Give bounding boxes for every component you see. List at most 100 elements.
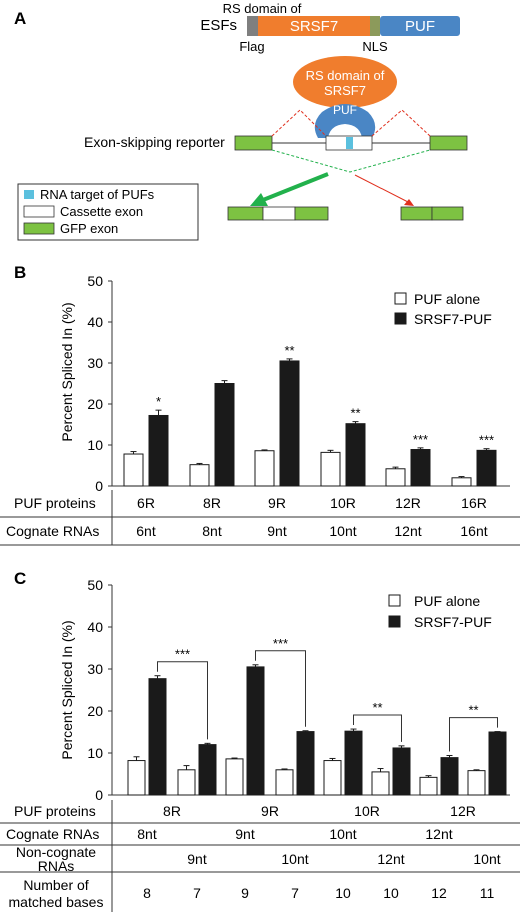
panel-b-bar-srsf7-puf-8R — [214, 383, 235, 487]
panel-c-bar-srsf7-puf-0 — [148, 678, 167, 796]
panel-c-legend-srsf7-puf: SRSF7-PUF — [414, 614, 492, 630]
panel-c-bar-puf-alone-7 — [467, 770, 486, 796]
bound-puf-shape — [314, 104, 376, 138]
panel-c-row-matched-label-1: Number of — [23, 877, 88, 893]
panel-c-table-cells: 8R 8nt 9nt 9R 9nt 10nt 10R 10nt 12nt 12R 12nt 10nt 8… — [137, 803, 500, 901]
reporter-rna-target — [346, 137, 353, 149]
panel-c-legend-puf-alone: PUF alone — [414, 593, 480, 609]
panel-c-bracket-significance-3: ** — [468, 703, 478, 718]
flag-label: Flag — [239, 39, 264, 54]
panel-c-y-tick-label-4: 40 — [87, 619, 103, 635]
panel-b-bar-puf-alone-8R — [189, 464, 210, 487]
panel-c-bar-puf-alone-3 — [275, 769, 294, 796]
panel-b-protein-6R: 6R — [137, 495, 155, 511]
legend-cassette-swatch — [23, 205, 55, 218]
reporter-gfp-exon-left — [234, 135, 273, 151]
panel-b-protein-10R: 10R — [330, 495, 356, 511]
panel-b-protein-8R: 8R — [203, 495, 221, 511]
product-included-gfp-right — [294, 206, 329, 221]
panel-c-bar-puf-alone-1 — [177, 769, 196, 796]
panel-b-bar-srsf7-puf-12R — [410, 449, 431, 487]
panel-c-bar-puf-alone-5 — [371, 771, 390, 796]
panel-c-bar-srsf7-puf-2 — [246, 666, 265, 796]
reporter-label: Exon-skipping reporter — [84, 134, 225, 150]
srsf7-label: SRSF7 — [290, 18, 338, 35]
panel-b-bar-puf-alone-10R — [320, 451, 341, 487]
panel-b-rna-10nt: 10nt — [329, 523, 356, 539]
skipping-arrowhead — [404, 199, 414, 206]
panel-c-y-tick-label-2: 20 — [87, 703, 103, 719]
esfs-label: ESFs — [200, 17, 237, 34]
panel-b-protein-12R: 12R — [395, 495, 421, 511]
panel-c-bracket-significance-0: *** — [175, 647, 190, 662]
panel-c-protein-12R: 12R — [450, 803, 476, 819]
panel-b-y-tick-label-0: 0 — [95, 478, 103, 494]
panel-c-matched-5: 10 — [383, 885, 399, 901]
panel-b-rna-8nt: 8nt — [202, 523, 222, 539]
panel-c-cognate-3: 12nt — [425, 826, 452, 842]
panel-b-y-axis-label: Percent Spliced In (%) — [59, 302, 75, 441]
panel-b-y-tick-label-4: 40 — [87, 314, 103, 330]
panel-c-matched-4: 10 — [335, 885, 351, 901]
inclusion-splice-left — [271, 109, 327, 137]
panel-c-noncognate-2: 12nt — [377, 851, 404, 867]
panel-c-brackets: ******** ** — [157, 636, 498, 752]
panel-b-bar-srsf7-puf-6R — [148, 414, 169, 487]
panel-b-table-cells: 6R 6nt 8R 8nt 9R 9nt 10R 10nt 12R 12nt 16R 16nt — [136, 495, 487, 539]
panel-c-y-tick-label-1: 10 — [87, 745, 103, 761]
panel-c-bar-puf-alone-4 — [323, 760, 342, 796]
panel-b-bars: ******** *** — [123, 343, 497, 487]
ellipse-line1: RS domain of — [306, 68, 385, 83]
panel-c-bar-srsf7-puf-7 — [488, 731, 507, 796]
product-included-cassette — [262, 206, 296, 221]
skipping-splice — [271, 149, 431, 173]
srsf7-rs-domain — [258, 16, 370, 36]
panel-c-matched-3: 7 — [291, 885, 299, 901]
panel-c-legend-open-swatch — [388, 594, 401, 607]
panel-c-bracket-0 — [157, 661, 208, 740]
panel-b-significance-16R: *** — [479, 433, 494, 448]
panel-c-row-matched-label-2: matched bases — [9, 894, 104, 910]
panel-c-y-tick-label-0: 0 — [95, 787, 103, 803]
legend-rna-target-label: RNA target of PUFs — [40, 187, 155, 202]
panel-b-row-rnas-label: Cognate RNAs — [6, 523, 99, 539]
panel-b-bar-srsf7-puf-9R — [279, 360, 300, 487]
panel-c-bar-srsf7-puf-6 — [440, 757, 459, 796]
product-skipped-gfp-left — [400, 206, 433, 221]
panel-c-bracket-2 — [353, 714, 402, 742]
panel-b-y-tick-label-2: 20 — [87, 396, 103, 412]
panel-b-y-tick-label-1: 10 — [87, 437, 103, 453]
panel-b-significance-12R: *** — [413, 432, 428, 447]
panel-c-bar-srsf7-puf-3 — [296, 731, 315, 796]
panel-c-bar-srsf7-puf-4 — [344, 730, 363, 796]
inclusion-splice-right — [371, 109, 431, 137]
panel-c-y-tick-label-3: 30 — [87, 661, 103, 677]
panel-c-bracket-1 — [255, 650, 306, 727]
panel-c-row-cognate-label: Cognate RNAs — [6, 826, 99, 842]
panel-b-legend-srsf7-puf: SRSF7-PUF — [414, 311, 492, 327]
nls-tag — [370, 16, 380, 36]
legend-rna-target-swatch — [24, 190, 34, 199]
panel-c-protein-9R: 9R — [261, 803, 279, 819]
product-skipped-gfp-right — [431, 206, 464, 221]
panel-c-cognate-1: 9nt — [235, 826, 255, 842]
inclusion-arrowhead — [250, 193, 268, 206]
panel-b-bar-srsf7-puf-10R — [345, 423, 366, 487]
panel-b-rna-9nt: 9nt — [267, 523, 287, 539]
panel-c-row-noncognate-label-1: Non-cognate — [16, 844, 96, 860]
panel-c-bars — [127, 664, 507, 796]
panel-c-label: C — [14, 569, 26, 588]
panel-b-legend-open-swatch — [394, 292, 407, 305]
panel-c-bracket-significance-1: *** — [273, 636, 288, 651]
panel-b-bar-srsf7-puf-16R — [476, 449, 497, 487]
panel-b-bar-puf-alone-16R — [451, 477, 472, 487]
rs-domain-label: RS domain of — [223, 1, 302, 16]
nls-label: NLS — [362, 39, 388, 54]
bound-puf-label: PUF — [333, 103, 357, 117]
panel-b-legend-filled-swatch — [394, 312, 407, 325]
panel-b-rna-12nt: 12nt — [394, 523, 421, 539]
panel-b-rna-6nt: 6nt — [136, 523, 156, 539]
ellipse-line2: SRSF7 — [324, 83, 366, 98]
panel-b-protein-9R: 9R — [268, 495, 286, 511]
